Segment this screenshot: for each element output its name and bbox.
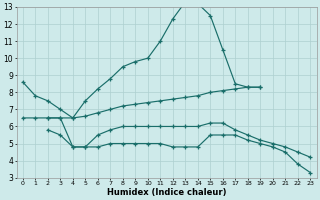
X-axis label: Humidex (Indice chaleur): Humidex (Indice chaleur)	[107, 188, 226, 197]
